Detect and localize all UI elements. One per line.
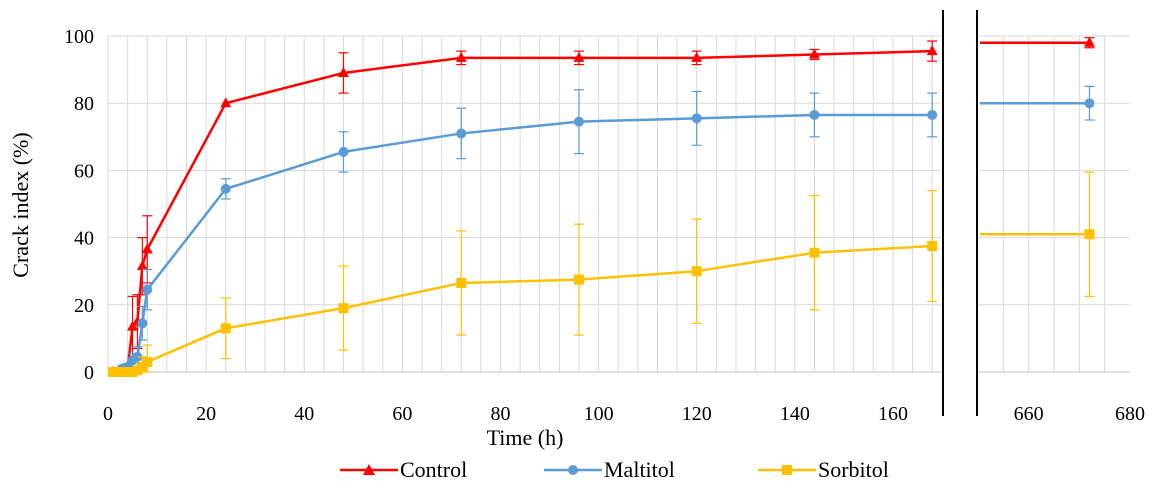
x-tick-label: 680	[1115, 403, 1145, 425]
y-tick-label: 100	[64, 26, 94, 48]
tick-labels: 0 20 40 60 80 100 0 20 40 60 80 100 120 140 160 660 680	[64, 26, 1145, 425]
legend-label-sorbitol: Sorbitol	[818, 457, 889, 482]
series-line-sorbitol	[112, 244, 933, 374]
data-point-control	[691, 51, 703, 62]
data-point-control	[337, 66, 349, 77]
series-control	[107, 36, 1095, 376]
data-point-sorbitol	[338, 303, 349, 314]
x-tick-label: 120	[682, 403, 712, 425]
legend: Control Maltitol Sorbitol	[340, 457, 889, 482]
data-point-control	[136, 260, 148, 271]
x-tick-label: 20	[196, 403, 216, 425]
data-point-maltitol	[338, 146, 349, 157]
y-tick-label: 0	[84, 362, 94, 384]
data-point-maltitol	[927, 109, 938, 120]
data-point-sorbitol	[142, 356, 153, 367]
series-line-maltitol	[112, 113, 933, 374]
legend-item-maltitol: Maltitol	[544, 457, 675, 482]
data-point-maltitol	[142, 284, 153, 295]
data-point-sorbitol	[220, 323, 231, 334]
x-tick-label: 0	[103, 403, 113, 425]
y-tick-label: 80	[74, 93, 94, 115]
data-point-maltitol	[573, 116, 584, 127]
data-point-sorbitol	[456, 277, 467, 288]
data-point-maltitol	[137, 318, 148, 329]
series-line-control	[112, 49, 933, 374]
y-tick-label: 60	[74, 160, 94, 182]
series-maltitol	[107, 85, 1095, 377]
x-tick-label: 160	[878, 403, 908, 425]
y-tick-label: 40	[74, 228, 94, 250]
legend-item-control: Control	[340, 457, 467, 482]
data-point-control	[808, 48, 820, 59]
legend-item-sorbitol: Sorbitol	[758, 457, 889, 482]
y-axis-title: Crack index (%)	[8, 132, 33, 277]
data-point-maltitol	[1084, 98, 1095, 109]
legend-marker-sorbitol	[782, 465, 792, 475]
series-sorbitol	[107, 171, 1095, 377]
legend-label-maltitol: Maltitol	[604, 457, 675, 482]
x-tick-label: 40	[294, 403, 314, 425]
data-point-control	[926, 45, 938, 56]
data-series	[107, 36, 1095, 377]
y-tick-label: 20	[74, 295, 94, 317]
data-point-control	[1083, 36, 1095, 47]
x-tick-label: 140	[780, 403, 810, 425]
data-point-control	[127, 320, 139, 331]
data-point-sorbitol	[137, 361, 148, 372]
data-point-control	[141, 243, 153, 254]
data-point-maltitol	[456, 128, 467, 139]
data-point-control	[573, 51, 585, 62]
x-tick-label: 80	[490, 403, 510, 425]
data-point-maltitol	[220, 183, 231, 194]
data-point-maltitol	[691, 113, 702, 124]
x-tick-label: 60	[392, 403, 412, 425]
legend-label-control: Control	[400, 457, 467, 482]
axes	[107, 10, 1130, 416]
data-point-control	[220, 97, 232, 108]
data-point-sorbitol	[691, 266, 702, 277]
legend-marker-maltitol	[568, 465, 578, 475]
data-point-control	[455, 51, 467, 62]
x-tick-label: 100	[584, 403, 614, 425]
data-point-sorbitol	[573, 274, 584, 285]
x-axis-title: Time (h)	[487, 425, 564, 450]
legend-marker-control	[363, 464, 375, 475]
data-point-sorbitol	[927, 241, 938, 251]
data-point-sorbitol	[1084, 229, 1095, 240]
data-point-maltitol	[809, 109, 820, 120]
x-tick-label: 660	[1014, 403, 1044, 425]
data-point-sorbitol	[809, 247, 820, 258]
